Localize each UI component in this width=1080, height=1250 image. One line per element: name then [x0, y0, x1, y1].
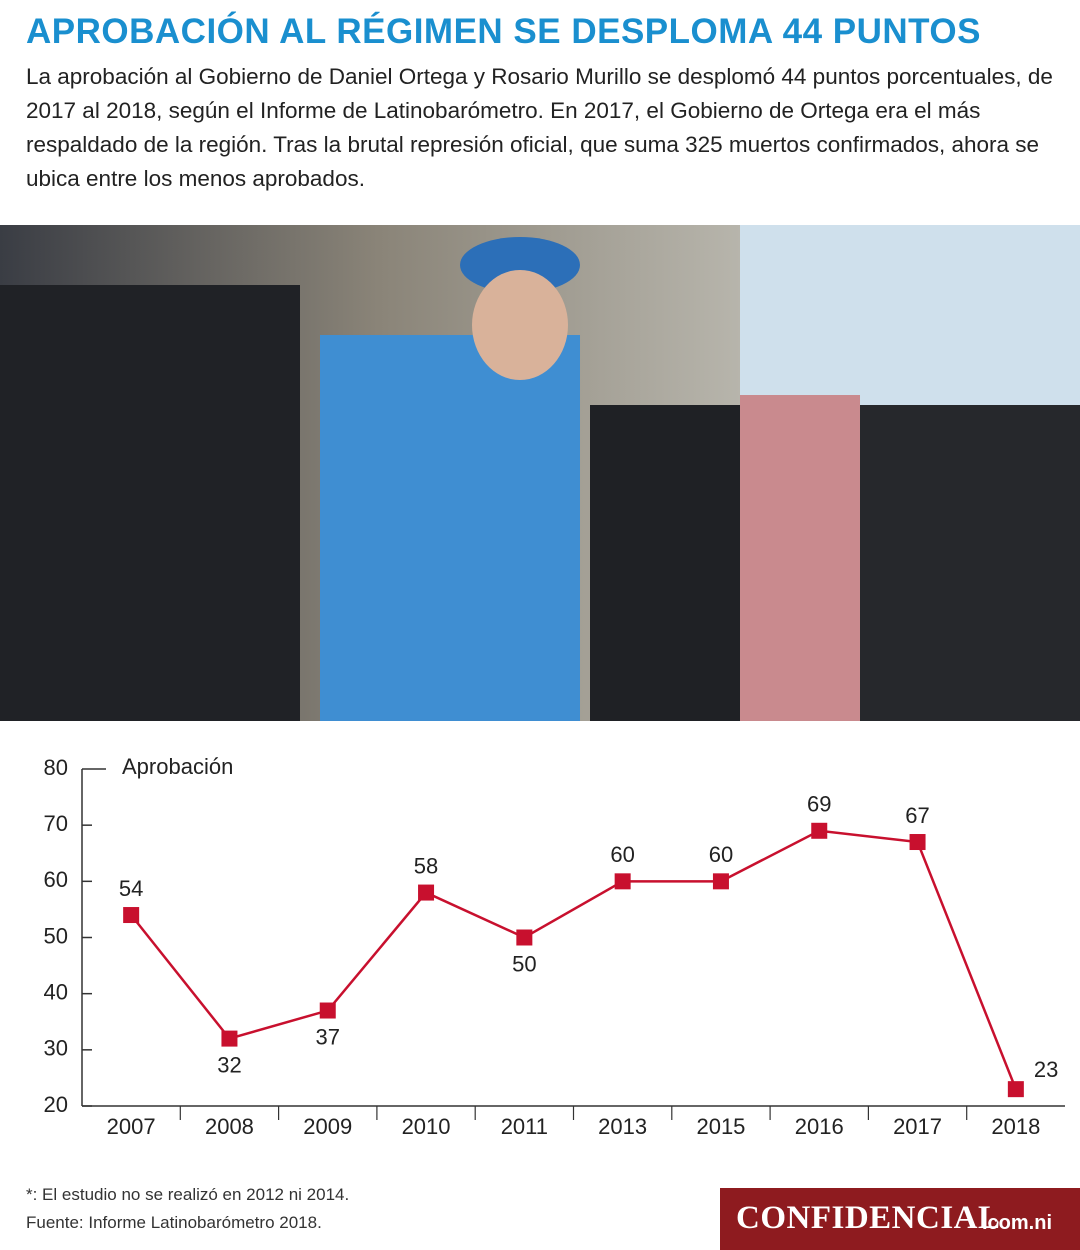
data-point — [418, 884, 435, 901]
y-axis-label: Aprobación — [122, 754, 233, 779]
data-point — [614, 873, 631, 890]
data-label: 60 — [610, 842, 634, 867]
logo: CONFIDENCIAL .com.ni — [720, 1188, 1080, 1250]
y-tick-label: 60 — [44, 867, 68, 892]
logo-domain: .com.ni — [982, 1212, 1053, 1234]
chart: Aprobación 20 30 40 50 60 70 80 2007 2008 2009 201… — [44, 754, 1065, 1139]
photo — [0, 225, 1080, 721]
data-point — [319, 1002, 336, 1019]
photo-figure — [0, 285, 300, 721]
y-tick-label: 80 — [44, 755, 68, 780]
data-label: 32 — [217, 1052, 241, 1077]
footnote: *: El estudio no se realizó en 2012 ni 2… — [26, 1185, 350, 1204]
data-label: 54 — [119, 876, 143, 901]
data-label: 58 — [414, 853, 438, 878]
data-point — [712, 873, 729, 890]
data-point — [909, 834, 926, 851]
photo-figure — [740, 395, 860, 721]
photo-face — [472, 270, 568, 380]
x-tick-label: 2015 — [696, 1114, 745, 1139]
y-tick-label: 40 — [44, 979, 68, 1004]
data-label: 23 — [1034, 1057, 1058, 1082]
photo-wall — [740, 225, 1080, 405]
x-tick-label: 2018 — [991, 1114, 1040, 1139]
data-point — [811, 822, 828, 839]
y-tick-label: 30 — [44, 1036, 68, 1061]
data-label: 60 — [709, 842, 733, 867]
x-tick-label: 2010 — [402, 1114, 451, 1139]
x-tick-label: 2007 — [107, 1114, 156, 1139]
x-tick-label: 2011 — [501, 1114, 548, 1139]
data-point — [221, 1030, 238, 1047]
data-label: 37 — [316, 1024, 340, 1049]
photo-figure — [320, 335, 580, 721]
x-tick-label: 2009 — [303, 1114, 352, 1139]
data-point — [123, 907, 140, 924]
y-tick-label: 20 — [44, 1092, 68, 1117]
data-point — [1007, 1081, 1024, 1098]
x-tick-label: 2016 — [795, 1114, 844, 1139]
title: APROBACIÓN AL RÉGIMEN SE DESPLOMA 44 PUN… — [26, 12, 981, 51]
x-tick-label: 2013 — [598, 1114, 647, 1139]
source: Fuente: Informe Latinobarómetro 2018. — [26, 1213, 322, 1232]
logo-name: CONFIDENCIAL — [736, 1200, 1001, 1236]
x-tick-label: 2017 — [893, 1114, 942, 1139]
x-tick-label: 2008 — [205, 1114, 254, 1139]
data-point — [516, 929, 533, 946]
y-tick-label: 50 — [44, 923, 68, 948]
y-tick-label: 70 — [44, 811, 68, 836]
lead-text: La aprobación al Gobierno de Daniel Orte… — [26, 64, 1053, 191]
data-label: 50 — [512, 951, 536, 976]
data-label: 69 — [807, 792, 831, 817]
photo-figure — [860, 405, 1080, 721]
data-line — [130, 829, 1018, 1090]
photo-cap — [460, 237, 580, 293]
data-label: 67 — [905, 803, 929, 828]
